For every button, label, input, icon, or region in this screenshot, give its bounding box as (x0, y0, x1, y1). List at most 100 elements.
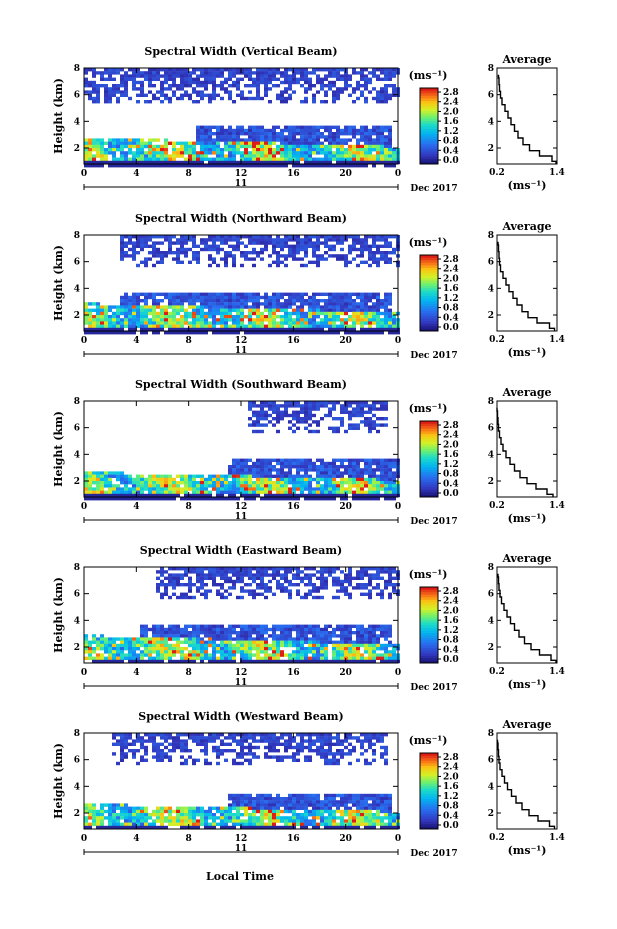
heatmap-cell (124, 321, 128, 325)
heatmap-cell (120, 80, 124, 85)
heatmap-cell (152, 481, 156, 485)
x-tick-label: 16 (287, 336, 300, 346)
heatmap-cell (152, 631, 156, 635)
heatmap-cell (356, 647, 360, 651)
heatmap-cell (248, 71, 252, 75)
heatmap-cell (292, 413, 296, 418)
heatmap-cell (144, 318, 148, 322)
heatmap-cell (232, 579, 236, 584)
heatmap-cell (268, 238, 272, 242)
heatmap-cell (248, 154, 252, 158)
heatmap-cell (236, 308, 240, 312)
heatmap-cell (168, 77, 172, 81)
heatmap-cell (276, 327, 280, 332)
heatmap-cell (332, 583, 336, 587)
heatmap-cell (324, 640, 328, 644)
heatmap-cell (132, 164, 136, 168)
heatmap-cell (384, 299, 388, 303)
heatmap-cell (164, 490, 168, 494)
heatmap-cell (340, 627, 344, 632)
heatmap-cell (388, 74, 392, 78)
heatmap-cell (296, 637, 300, 641)
heatmap-cell (172, 324, 176, 328)
heatmap-cell (188, 484, 192, 488)
heatmap-cell (192, 487, 196, 491)
heatmap-cell (276, 579, 280, 584)
heatmap-cell (332, 302, 336, 306)
heatmap-cell (132, 305, 136, 309)
heatmap-cell (340, 653, 344, 657)
heatmap-cell (368, 410, 372, 414)
heatmap-cell (168, 157, 172, 161)
heatmap-cell (220, 331, 224, 335)
heatmap-cell (320, 125, 324, 129)
heatmap-cell (180, 308, 184, 312)
heatmap-cell (228, 465, 232, 469)
heatmap-cell (196, 650, 200, 654)
heatmap-cell (368, 254, 372, 258)
heatmap-cell (148, 659, 152, 664)
heatmap-cell (140, 324, 144, 328)
heatmap-cell (96, 321, 100, 325)
heatmap-cell (124, 637, 128, 641)
heatmap-cell (320, 299, 324, 303)
heatmap-cell (224, 567, 228, 571)
heatmap-cell (372, 71, 376, 75)
heatmap-cell (108, 93, 112, 97)
heatmap-cell (352, 160, 356, 165)
heatmap-cell (300, 311, 304, 316)
heatmap-cell (272, 292, 276, 296)
heatmap-cell (376, 484, 380, 488)
heatmap-cell (388, 327, 392, 332)
heatmap-cell (116, 490, 120, 494)
heatmap-cell (164, 141, 168, 145)
heatmap-cell (200, 238, 204, 242)
heatmap-cell (136, 241, 140, 245)
heatmap-cell (356, 138, 360, 142)
heatmap-cell (300, 132, 304, 136)
heatmap-cell (244, 497, 248, 501)
heatmap-cell (248, 637, 252, 641)
heatmap-cell (88, 653, 92, 657)
heatmap-cell (336, 144, 340, 149)
heatmap-cell (316, 164, 320, 168)
heatmap-cell (208, 132, 212, 136)
heatmap-cell (284, 299, 288, 303)
heatmap-cell (160, 154, 164, 158)
heatmap-cell (376, 244, 380, 248)
heatmap-cell (300, 324, 304, 328)
heatmap-cell (232, 497, 236, 501)
heatmap-cell (260, 579, 264, 584)
panel-title: Spectral Width (Eastward Beam) (140, 544, 342, 557)
heatmap-cell (356, 315, 360, 319)
heatmap-cell (244, 251, 248, 255)
heatmap-cell (204, 87, 208, 91)
heatmap-cell (256, 148, 260, 152)
heatmap-cell (216, 311, 220, 316)
heatmap-cell (208, 656, 212, 660)
heatmap-cell (340, 404, 344, 408)
heatmap-cell (340, 656, 344, 660)
heatmap-cell (232, 477, 236, 482)
heatmap-cell (332, 487, 336, 491)
heatmap-cell (380, 68, 384, 72)
heatmap-cell (356, 586, 360, 590)
heatmap-cell (248, 407, 252, 411)
heatmap-cell (192, 627, 196, 632)
heatmap-cell (376, 238, 380, 242)
heatmap-cell (128, 157, 132, 161)
heatmap-cell (104, 471, 108, 475)
heatmap-cell (116, 308, 120, 312)
heatmap-cell (120, 77, 124, 81)
heatmap-cell (340, 148, 344, 152)
heatmap-cell (140, 144, 144, 149)
heatmap-cell (296, 650, 300, 654)
heatmap-cell (308, 423, 312, 427)
heatmap-cell (200, 579, 204, 584)
heatmap-cell (344, 321, 348, 325)
heatmap-cell (196, 138, 200, 142)
heatmap-cell (340, 144, 344, 149)
heatmap-cell (84, 331, 88, 335)
heatmap-cell (224, 321, 228, 325)
heatmap-cell (268, 579, 272, 584)
